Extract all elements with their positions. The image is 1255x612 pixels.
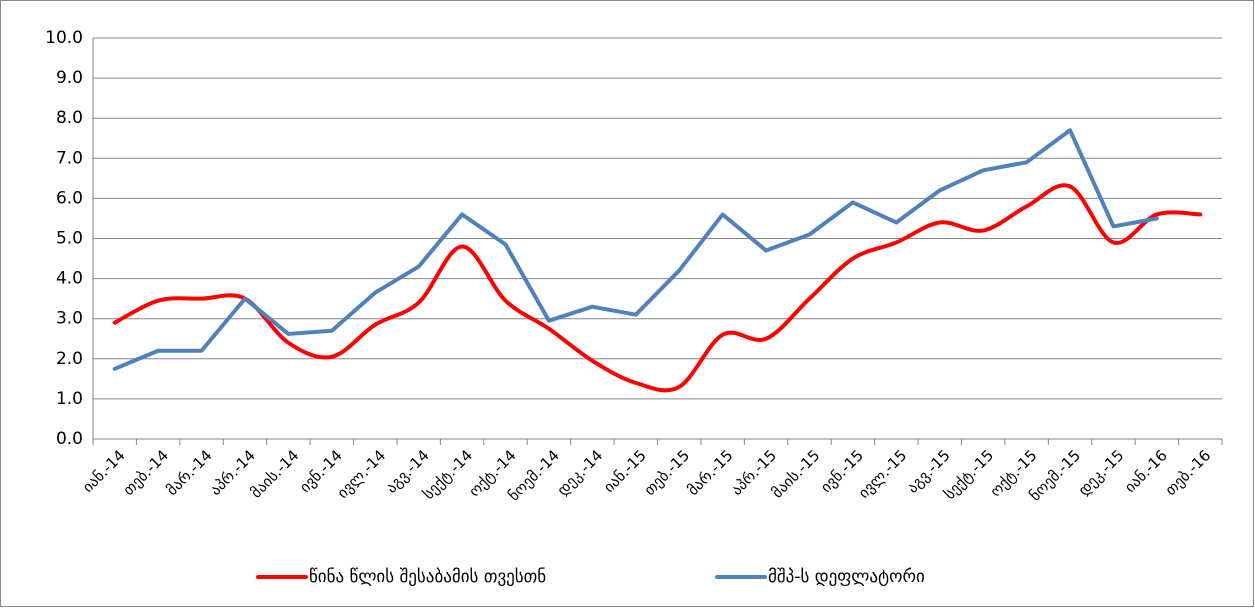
y-tick-label: 3.0 [56,309,83,329]
y-tick-label: 4.0 [56,269,83,289]
y-tick-label: 1.0 [56,389,83,409]
legend-label: წინა წლის შესაბამის თვესთნ [309,567,546,587]
series-line [112,183,1203,393]
y-tick-label: 8.0 [56,108,83,128]
y-tick-label: 6.0 [56,188,83,208]
legend-label: მშპ-ს დეფლატორი [768,567,925,587]
y-tick-label: 0.0 [56,429,83,449]
y-tick-label: 5.0 [56,229,83,249]
series-line [112,128,1159,371]
y-tick-label: 10.0 [45,28,83,48]
y-tick-label: 9.0 [56,68,83,88]
y-tick-label: 7.0 [56,148,83,168]
y-tick-label: 2.0 [56,349,83,369]
